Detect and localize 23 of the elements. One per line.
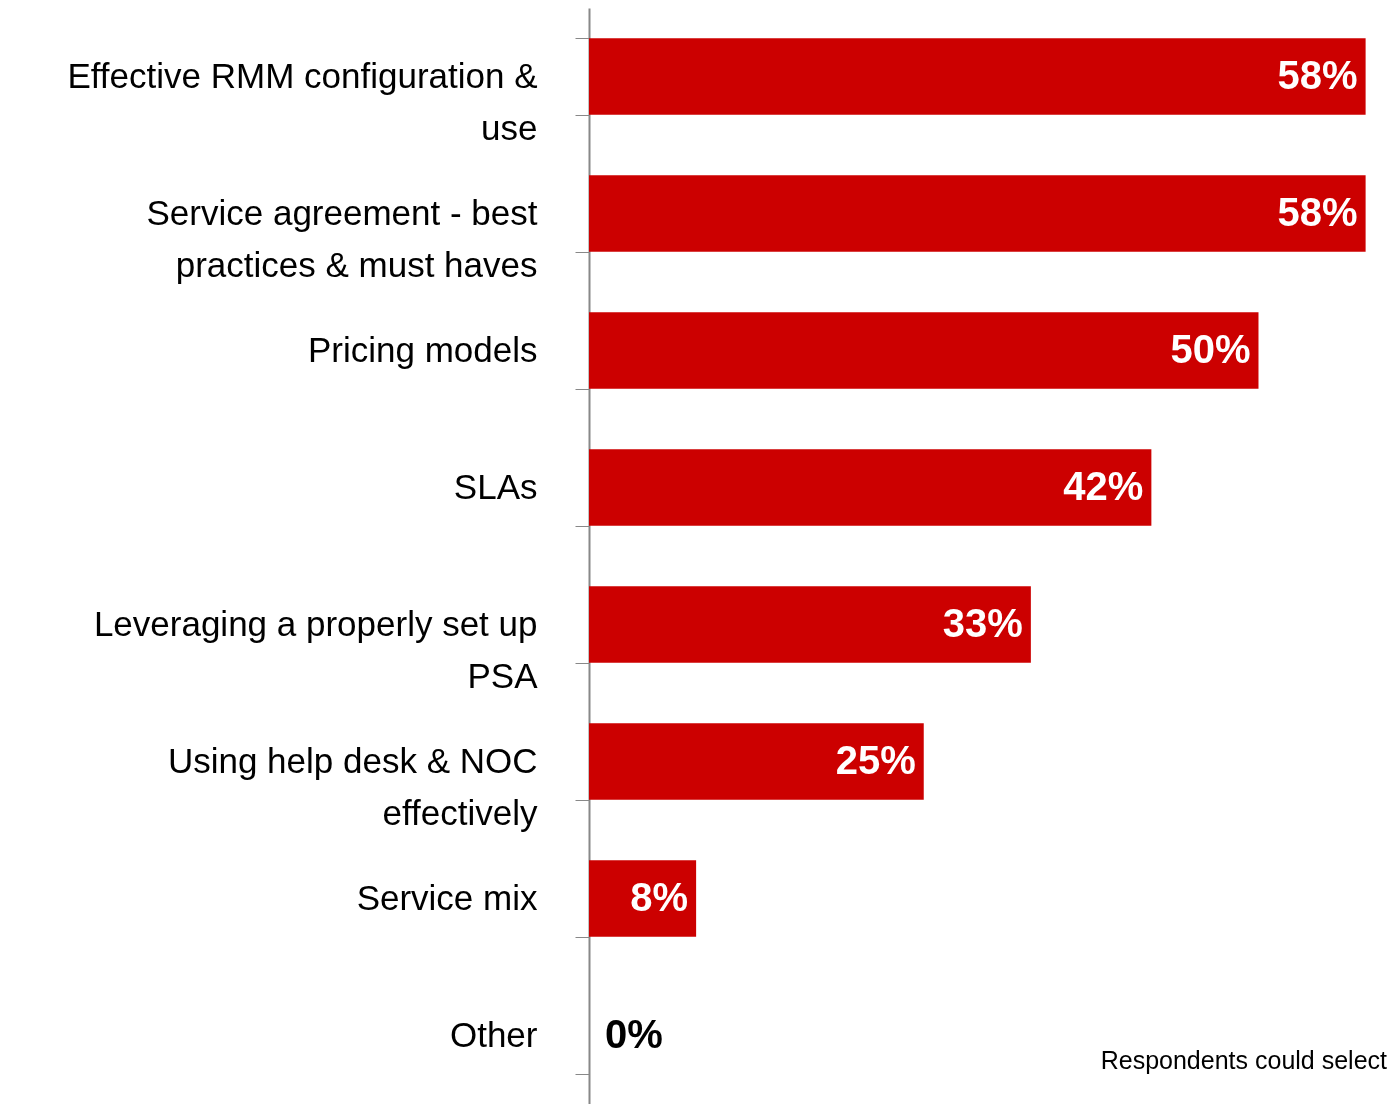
data-label: 42% [1063,463,1144,508]
data-label: 25% [835,737,916,782]
bar [589,723,924,800]
data-label: 58% [1277,52,1358,97]
y-tick-label: SLAs [453,467,538,506]
y-tick-label: Using help desk & NOC effectively [167,741,538,832]
data-label: 0% [605,1011,663,1056]
data-label: 33% [942,600,1023,645]
annotation: Respondents could select [1100,1046,1387,1075]
bar [589,175,1366,252]
bar [589,449,1152,526]
data-label: 8% [630,874,689,919]
y-tick-label: Service agreement - best practices & must haves [146,193,538,284]
y-tick-label: Other [449,1015,538,1054]
y-tick-label: Service mix [356,878,538,917]
y-tick-label: Pricing models [307,330,538,369]
data-label: 58% [1277,189,1358,234]
bar [589,586,1031,663]
y-tick-label: Effective RMM configuration & use [67,56,538,147]
data-label: 50% [1170,326,1251,371]
bar [589,38,1366,115]
y-tick-label: Leveraging a properly set up PSA [93,604,539,695]
bar [589,312,1259,389]
